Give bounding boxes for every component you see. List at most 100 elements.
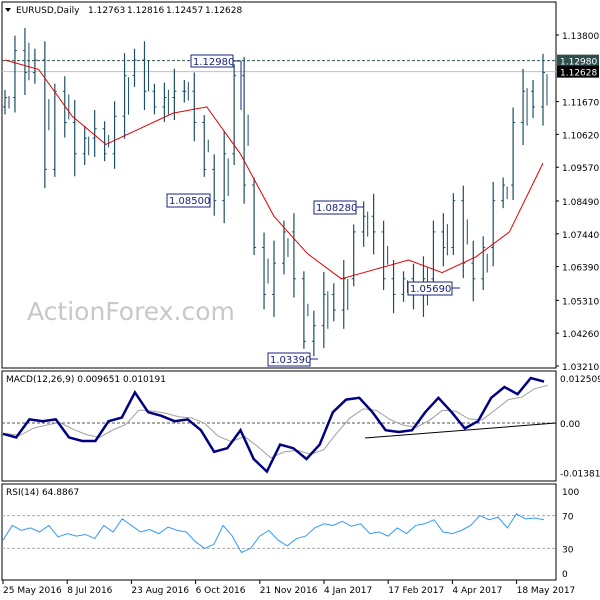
- annotation-label: 1.05690: [410, 284, 451, 295]
- rsi-line: [2, 513, 545, 554]
- annotation-label: 1.08280: [316, 203, 357, 214]
- header: EURUSD,Daily 1.12763 1.12816 1.12457 1.1…: [5, 6, 242, 16]
- annotation-1: 1.12980: [190, 54, 242, 110]
- price-bar: [431, 220, 436, 291]
- price-bar: [471, 240, 476, 302]
- annotation-3: 1.08280: [313, 200, 364, 215]
- annotation-label: 1.03390: [270, 355, 311, 366]
- price-bar: [32, 48, 37, 84]
- price-bar: [311, 310, 316, 357]
- price-bar: [232, 64, 237, 166]
- price-bar: [281, 220, 289, 275]
- annotation-4: 1.05690: [407, 281, 460, 296]
- high-value: 1.12816: [127, 6, 164, 16]
- price-bar: [511, 107, 516, 201]
- price-bar: [112, 101, 117, 169]
- price-bar: [481, 236, 488, 291]
- price-bar: [152, 83, 157, 115]
- price-bar: [202, 115, 209, 177]
- y-tick-label: 1.03210: [562, 363, 599, 373]
- open-value: 1.12763: [88, 6, 125, 16]
- low-value: 1.12457: [166, 6, 203, 16]
- price-bar: [341, 260, 349, 329]
- price-bar: [132, 48, 137, 87]
- price-bar: [391, 260, 396, 314]
- rsi-tick-label: 30: [562, 545, 574, 555]
- macd-line: [2, 376, 545, 474]
- price-bar: [262, 232, 269, 310]
- moving-average-line: [4, 59, 544, 280]
- price-bar: [521, 68, 528, 146]
- rsi-panel: [1, 483, 557, 581]
- price-bar: [331, 283, 336, 322]
- x-tick-label: 18 May 2017: [517, 586, 576, 596]
- price-bar: [361, 201, 369, 247]
- watermark: ActionForex.com: [27, 297, 235, 326]
- y-tick-label: 1.10620: [562, 131, 599, 141]
- price-bar: [42, 41, 50, 189]
- annotation-label: 1.08500: [169, 196, 210, 207]
- macd-tick-label: -0.013813: [560, 470, 600, 480]
- price-bar: [62, 76, 70, 138]
- x-tick-label: 4 Jan 2017: [324, 586, 372, 596]
- price-bar: [182, 80, 189, 103]
- price-bar: [242, 56, 249, 204]
- x-tick-label: 8 Jul 2016: [67, 586, 112, 596]
- price-bar: [212, 154, 217, 216]
- y-tick-label: 1.09570: [562, 164, 599, 174]
- x-tick-label: 6 Oct 2016: [196, 586, 246, 596]
- annotation-2: 1.08500: [166, 193, 211, 208]
- price-bar: [541, 53, 548, 126]
- price-bar: [441, 213, 448, 267]
- price-tag: [557, 54, 599, 67]
- price-bar: [252, 177, 257, 256]
- price-bar: [401, 271, 409, 302]
- x-tick-label: 17 Feb 2017: [388, 586, 444, 596]
- x-tick-label: 21 Nov 2016: [260, 586, 318, 596]
- price-bar: [371, 193, 376, 255]
- price-bar: [92, 110, 97, 157]
- rsi-tick-label: 100: [562, 488, 579, 498]
- price-bar: [461, 185, 468, 279]
- close-value: 1.12628: [205, 6, 242, 16]
- price-bar: [272, 240, 276, 317]
- price-bar: [301, 271, 309, 349]
- price-bar: [82, 126, 90, 166]
- macd-tick-label: 0.012509: [560, 375, 600, 385]
- y-tick-label: 1.13800: [562, 32, 599, 42]
- annotation-label: 1.12980: [193, 57, 234, 68]
- price-bar: [172, 68, 177, 121]
- price-bar: [351, 224, 356, 287]
- price-bar: [12, 35, 17, 113]
- price-bar: [3, 90, 10, 115]
- rsi-tick-label: 0: [562, 570, 568, 580]
- x-tick-label: 23 Aug 2016: [131, 586, 189, 596]
- collapse-triangle-icon[interactable]: [5, 8, 11, 12]
- price-bar: [72, 100, 77, 177]
- price-bar: [102, 121, 110, 162]
- level-tag: 1.12980: [560, 58, 597, 68]
- price-bar: [381, 220, 389, 291]
- price-bar: [52, 83, 57, 177]
- price-bar: [22, 28, 30, 96]
- price-bar: [501, 177, 508, 209]
- macd-trendline: [364, 422, 557, 439]
- x-tick-label: 25 May 2016: [3, 586, 62, 596]
- macd-panel: [1, 370, 557, 482]
- price-bar: [222, 131, 229, 224]
- price-bar: [142, 41, 149, 111]
- price-bar: [122, 53, 130, 139]
- y-tick-label: 1.04260: [562, 330, 599, 340]
- price-bar: [451, 193, 456, 256]
- price-bar: [491, 181, 496, 267]
- macd-tick-label: 0.00: [560, 420, 580, 430]
- annotation-5: 1.03390: [267, 352, 318, 367]
- symbol-label: EURUSD,Daily: [16, 6, 80, 16]
- y-tick-label: 1.08490: [562, 198, 599, 208]
- current-price-tag: 1.12628: [560, 69, 597, 79]
- macd-title: MACD(12,26,9) 0.009651 0.010191: [6, 375, 166, 385]
- y-tick-label: 1.06390: [562, 264, 599, 274]
- rsi-tick-label: 70: [562, 513, 574, 523]
